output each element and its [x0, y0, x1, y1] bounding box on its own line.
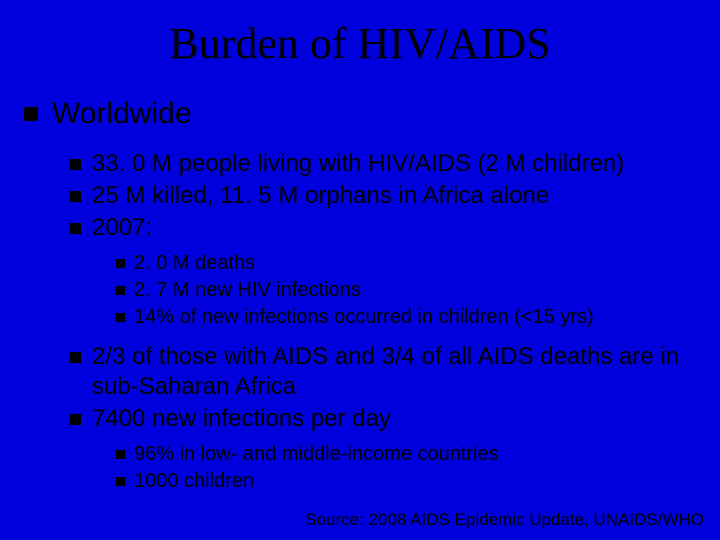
bullet-lvl3: 96% in low- and middle-income countries	[116, 442, 696, 467]
square-bullet-icon	[116, 450, 125, 459]
square-bullet-icon	[70, 191, 81, 202]
bullet-lvl2: 2/3 of those with AIDS and 3/4 of all AI…	[70, 342, 696, 402]
bullet-text: 2. 0 M deaths	[134, 251, 255, 276]
bullet-text: 2007:	[92, 213, 152, 243]
bullet-text: 33. 0 M people living with HIV/AIDS (2 M…	[92, 149, 624, 179]
bullet-lvl1: Worldwide	[24, 95, 696, 133]
bullet-lvl2: 33. 0 M people living with HIV/AIDS (2 M…	[70, 149, 696, 179]
bullet-text: Worldwide	[52, 95, 192, 133]
bullet-text: 14% of new infections occurred in childr…	[134, 305, 594, 330]
slide: Burden of HIV/AIDS Worldwide 33. 0 M peo…	[0, 0, 720, 540]
square-bullet-icon	[116, 477, 125, 486]
square-bullet-icon	[70, 223, 81, 234]
square-bullet-icon	[116, 259, 125, 268]
square-bullet-icon	[70, 159, 81, 170]
bullet-text: 25 M killed, 11. 5 M orphans in Africa a…	[92, 181, 549, 211]
bullet-lvl2: 7400 new infections per day	[70, 404, 696, 434]
bullet-text: 2/3 of those with AIDS and 3/4 of all AI…	[92, 342, 696, 402]
source-citation: Source: 2008 AIDS Epidemic Update, UNAID…	[305, 510, 704, 530]
bullet-text: 2. 7 M new HIV infections	[134, 278, 361, 303]
bullet-lvl2: 2007:	[70, 213, 696, 243]
square-bullet-icon	[70, 352, 81, 363]
bullet-lvl3: 1000 children	[116, 469, 696, 494]
bullet-text: 1000 children	[134, 469, 254, 494]
bullet-text: 96% in low- and middle-income countries	[134, 442, 499, 467]
square-bullet-icon	[116, 286, 125, 295]
bullet-lvl3: 2. 0 M deaths	[116, 251, 696, 276]
bullet-lvl3: 2. 7 M new HIV infections	[116, 278, 696, 303]
slide-title: Burden of HIV/AIDS	[24, 18, 696, 69]
square-bullet-icon	[24, 107, 38, 121]
bullet-text: 7400 new infections per day	[92, 404, 391, 434]
bullet-lvl3: 14% of new infections occurred in childr…	[116, 305, 696, 330]
square-bullet-icon	[116, 313, 125, 322]
square-bullet-icon	[70, 414, 81, 425]
bullet-lvl2: 25 M killed, 11. 5 M orphans in Africa a…	[70, 181, 696, 211]
